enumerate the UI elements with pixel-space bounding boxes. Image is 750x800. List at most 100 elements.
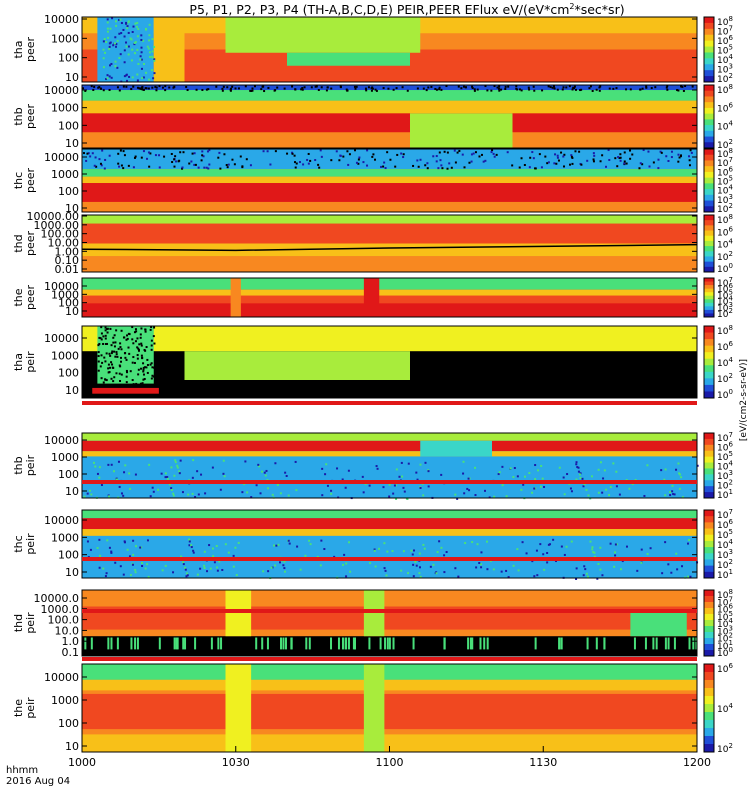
noise-speckle (201, 150, 204, 153)
noise-speckle (129, 487, 132, 490)
colorbar-segment (704, 358, 714, 366)
noise-speckle (211, 466, 214, 469)
noise-speckle (216, 566, 219, 569)
noise-speckle (117, 152, 120, 155)
noise-speckle (677, 89, 680, 92)
noise-speckle (534, 464, 537, 467)
noise-speckle (133, 331, 136, 334)
noise-speckle (155, 86, 158, 89)
energy-band (82, 278, 697, 290)
noise-speckle (110, 463, 113, 466)
noise-speckle (145, 346, 148, 349)
noise-speckle (520, 89, 523, 92)
noise-speckle (493, 85, 496, 88)
noise-speckle (111, 17, 114, 20)
noise-speckle (677, 153, 680, 156)
noise-speckle (140, 46, 143, 49)
noise-speckle (570, 154, 573, 157)
noise-speckle (320, 155, 323, 158)
noise-speckle (258, 465, 261, 468)
noise-speckle (179, 151, 182, 154)
colorbar-segment (704, 166, 714, 173)
noise-speckle (625, 162, 628, 165)
noise-speckle (100, 326, 103, 329)
noise-speckle (324, 473, 327, 476)
noise-speckle (418, 552, 421, 555)
noise-speckle (677, 462, 680, 465)
colorbar-segment (704, 626, 714, 633)
noise-speckle (82, 152, 85, 155)
noise-speckle (579, 472, 582, 475)
noise-speckle (182, 637, 185, 650)
y-tick-label: 1000 (51, 168, 79, 181)
noise-speckle (391, 550, 394, 553)
noise-speckle (326, 86, 329, 89)
noise-speckle (136, 79, 139, 82)
noise-speckle (500, 88, 503, 91)
noise-speckle (94, 465, 97, 468)
x-tick-label: 1000 (68, 756, 96, 769)
noise-speckle (692, 637, 695, 650)
energy-band (363, 590, 385, 637)
noise-speckle (122, 167, 125, 170)
noise-speckle (573, 87, 576, 90)
noise-speckle (147, 151, 150, 154)
noise-speckle (497, 87, 500, 90)
noise-speckle (575, 478, 578, 481)
noise-speckle (109, 327, 112, 330)
noise-speckle (130, 38, 133, 41)
noise-speckle (123, 49, 126, 52)
noise-speckle (605, 165, 608, 168)
noise-speckle (141, 357, 144, 360)
y-tick-label: 10.00 (48, 237, 80, 250)
noise-speckle (454, 493, 457, 496)
energy-band (153, 17, 185, 82)
noise-speckle (470, 160, 473, 163)
noise-speckle (263, 471, 266, 474)
noise-speckle (667, 563, 670, 566)
noise-speckle (133, 361, 136, 364)
energy-band (225, 590, 252, 637)
noise-speckle (149, 363, 152, 366)
noise-speckle (170, 487, 173, 490)
noise-speckle (446, 151, 449, 154)
noise-speckle (274, 150, 277, 153)
colorbar-segment (704, 728, 714, 737)
noise-speckle (599, 546, 602, 549)
noise-speckle (415, 471, 418, 474)
noise-speckle (106, 539, 109, 542)
noise-speckle (190, 546, 193, 549)
noise-speckle (471, 86, 474, 89)
noise-speckle (537, 469, 540, 472)
noise-speckle (294, 166, 297, 169)
noise-speckle (118, 364, 121, 367)
noise-speckle (118, 165, 121, 168)
noise-speckle (106, 74, 109, 77)
noise-speckle (141, 564, 144, 567)
noise-speckle (150, 339, 153, 342)
y-axis-label: thd (12, 614, 25, 632)
noise-speckle (640, 561, 643, 564)
noise-speckle (515, 87, 518, 90)
noise-speckle (306, 158, 309, 161)
noise-speckle (518, 88, 521, 91)
noise-speckle (615, 485, 618, 488)
noise-speckle (235, 574, 238, 577)
noise-speckle (592, 551, 595, 554)
y-tick-label: 10 (65, 485, 79, 498)
noise-speckle (232, 554, 235, 557)
noise-speckle (98, 158, 101, 161)
noise-speckle (440, 164, 443, 167)
noise-speckle (547, 161, 550, 164)
noise-speckle (136, 48, 139, 51)
noise-speckle (145, 366, 148, 369)
noise-speckle (147, 47, 150, 50)
noise-speckle (149, 495, 152, 498)
noise-speckle (200, 473, 203, 476)
noise-speckle (276, 484, 279, 487)
noise-speckle (128, 472, 131, 475)
noise-speckle (106, 342, 109, 345)
noise-speckle (625, 88, 628, 91)
noise-speckle (104, 158, 107, 161)
noise-speckle (388, 495, 391, 498)
